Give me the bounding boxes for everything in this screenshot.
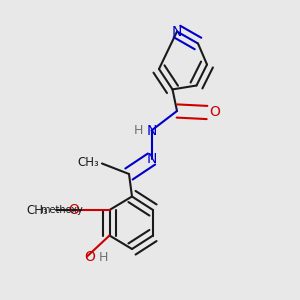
Text: CH₃: CH₃ <box>77 155 99 169</box>
Text: O: O <box>209 106 220 119</box>
Text: CH₃: CH₃ <box>26 203 48 217</box>
Text: H: H <box>133 124 143 137</box>
Text: N: N <box>146 152 157 166</box>
Text: N: N <box>172 25 182 38</box>
Text: methoxy: methoxy <box>40 205 83 215</box>
Text: N: N <box>146 124 157 137</box>
Text: O: O <box>69 203 80 217</box>
Text: O: O <box>85 250 95 264</box>
Text: H: H <box>99 251 108 264</box>
